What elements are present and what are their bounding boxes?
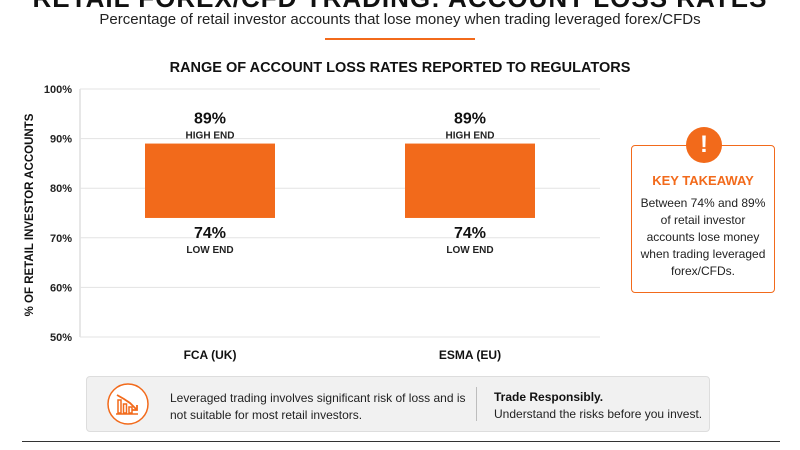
y-tick-label: 80%	[50, 183, 72, 195]
trade-responsibly-text: Understand the risks before you invest.	[494, 407, 703, 421]
high-value-label: 89%	[194, 111, 226, 128]
trade-responsibly-heading: Trade Responsibly.	[494, 390, 604, 404]
risk-warning-text: Leveraged trading involves significant r…	[170, 391, 466, 422]
y-axis-label: % OF RETAIL INVESTOR ACCOUNTS	[24, 113, 36, 316]
high-end-caption: HIGH END	[186, 131, 235, 142]
page-subtitle: Percentage of retail investor accounts t…	[99, 11, 701, 28]
range-bar	[145, 143, 275, 218]
y-tick-label: 90%	[50, 134, 72, 146]
key-takeaway-text: Between 74% and 89% of retail investor a…	[640, 196, 766, 278]
low-end-caption: LOW END	[446, 245, 493, 256]
y-tick-label: 50%	[50, 332, 72, 344]
page-title: RETAIL FOREX/CFD TRADING: ACCOUNT LOSS R…	[0, 0, 800, 14]
disclaimer-divider	[476, 387, 477, 421]
key-takeaway-heading: KEY TAKEAWAY	[652, 173, 754, 188]
exclamation-icon: !	[686, 127, 722, 163]
y-tick-label: 100%	[44, 84, 72, 96]
chart-title: RANGE OF ACCOUNT LOSS RATES REPORTED TO …	[169, 60, 631, 76]
risk-disclaimer-panel	[86, 376, 710, 432]
key-takeaway-card	[631, 145, 775, 293]
y-tick-label: 60%	[50, 282, 72, 294]
falling-chart-icon	[107, 383, 149, 425]
high-end-caption: HIGH END	[446, 131, 495, 142]
low-value-label: 74%	[454, 225, 486, 242]
low-value-label: 74%	[194, 225, 226, 242]
low-end-caption: LOW END	[186, 245, 233, 256]
y-tick-label: 70%	[50, 233, 72, 245]
title-underline	[325, 38, 475, 40]
footer-divider	[22, 441, 780, 442]
high-value-label: 89%	[454, 111, 486, 128]
x-category-label: FCA (UK)	[184, 348, 237, 362]
range-bar	[405, 143, 535, 218]
x-category-label: ESMA (EU)	[439, 348, 501, 362]
